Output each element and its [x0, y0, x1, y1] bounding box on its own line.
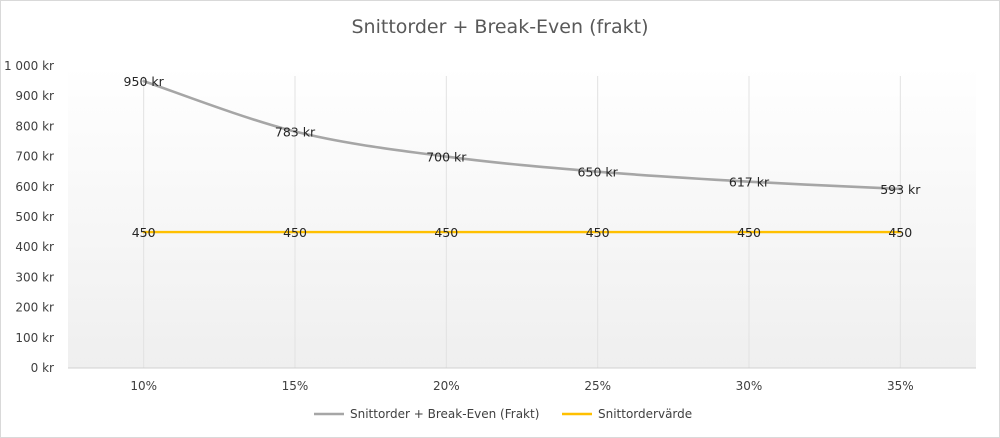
data-label: 650 kr [578, 165, 619, 180]
y-tick-label: 800 kr [15, 119, 54, 133]
x-tick-label: 30% [736, 379, 763, 393]
series-line-1 [142, 79, 902, 191]
y-tick-label: 100 kr [15, 331, 54, 345]
x-tick-label: 25% [584, 379, 611, 393]
chart-title: Snittorder + Break-Even (frakt) [351, 16, 649, 38]
y-tick-label: 400 kr [15, 240, 54, 254]
data-label: 450 [283, 225, 307, 240]
data-label: 617 kr [729, 175, 770, 190]
y-tick-label: 200 kr [15, 301, 54, 315]
y-tick-label: 1 000 kr [4, 59, 54, 73]
data-label: 593 kr [880, 182, 921, 197]
data-label: 700 kr [426, 150, 467, 165]
data-label: 450 [132, 225, 156, 240]
plot-area [68, 66, 976, 368]
x-tick-label: 15% [282, 379, 309, 393]
y-tick-label: 700 kr [15, 150, 54, 164]
y-tick-label: 600 kr [15, 180, 54, 194]
x-tick-label: 35% [887, 379, 914, 393]
data-label: 950 kr [124, 74, 165, 89]
y-tick-label: 300 kr [15, 270, 54, 284]
y-tick-label: 0 kr [31, 361, 54, 375]
y-tick-label: 900 kr [15, 89, 54, 103]
x-tick-label: 20% [433, 379, 460, 393]
data-label: 450 [737, 225, 761, 240]
x-tick-label: 10% [130, 379, 157, 393]
y-tick-label: 500 kr [15, 210, 54, 224]
legend-label: Snittordervärde [598, 407, 692, 421]
data-label: 450 [888, 225, 912, 240]
data-label: 450 [586, 225, 610, 240]
legend-label: Snittorder + Break-Even (Frakt) [350, 407, 539, 421]
data-label: 783 kr [275, 125, 316, 140]
data-label: 450 [434, 225, 458, 240]
